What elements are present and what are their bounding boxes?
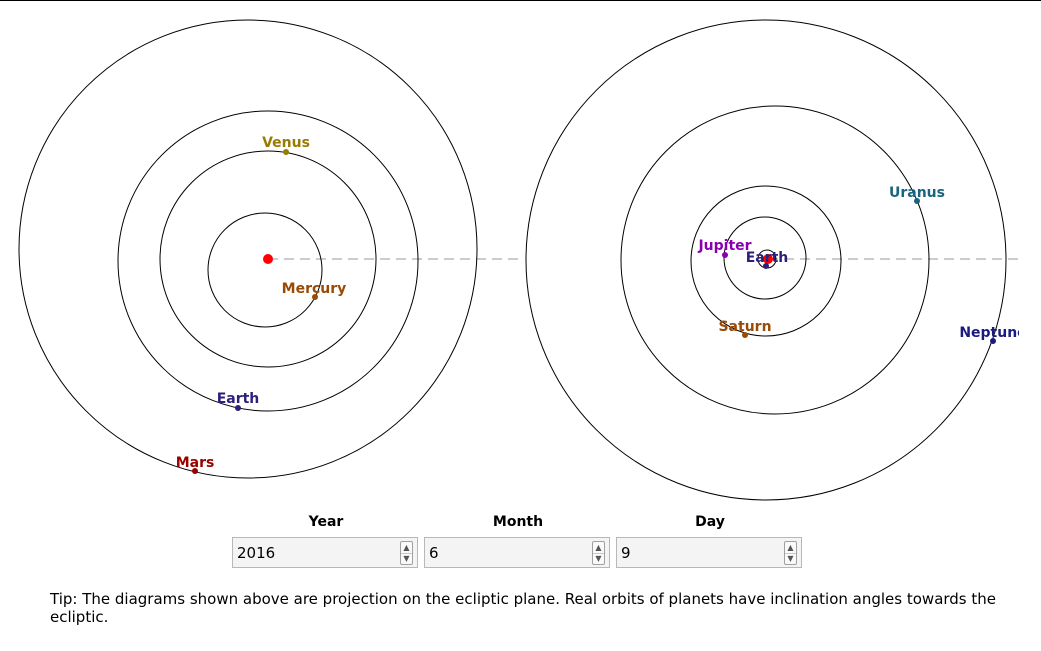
earth-orbit <box>117 110 419 412</box>
venus-label: Venus <box>262 135 310 151</box>
earth-marker-outer: Earth <box>746 250 789 269</box>
earth-label-outer: Earth <box>746 250 789 266</box>
venus-orbit <box>159 150 377 368</box>
uranus-marker: Uranus <box>889 185 945 204</box>
year-decrement-icon[interactable]: ▼ <box>403 554 410 563</box>
mars-marker: Mars <box>176 455 215 474</box>
inner-planets-diagram: Venus Mercury Earth Mars <box>18 19 520 479</box>
earth-label: Earth <box>217 391 260 407</box>
year-label: Year <box>308 514 344 530</box>
jupiter-marker: Jupiter <box>697 238 752 258</box>
neptune-orbit <box>525 19 1007 501</box>
mercury-label: Mercury <box>282 281 347 297</box>
saturn-label: Saturn <box>718 319 771 335</box>
year-spinbox[interactable]: 2016 ▲ ▼ <box>232 537 418 568</box>
month-stepper[interactable]: ▲ ▼ <box>592 541 605 565</box>
mercury-orbit <box>207 212 323 328</box>
mars-label: Mars <box>176 455 215 471</box>
year-increment-icon[interactable]: ▲ <box>401 542 412 554</box>
saturn-marker: Saturn <box>718 319 772 338</box>
month-decrement-icon[interactable]: ▼ <box>595 554 602 563</box>
month-value[interactable]: 6 <box>429 544 439 562</box>
month-increment-icon[interactable]: ▲ <box>593 542 604 554</box>
uranus-orbit <box>620 105 930 415</box>
orbit-diagrams: Venus Mercury Earth Mars Uranus Jupiter <box>18 19 1026 501</box>
top-border-line <box>0 0 1041 1</box>
outer-planets-diagram: Uranus Jupiter Earth Saturn Neptune <box>525 19 1026 501</box>
month-spinbox[interactable]: 6 ▲ ▼ <box>424 537 610 568</box>
earth-marker: Earth <box>217 391 260 411</box>
tip-text: Tip: The diagrams shown above are projec… <box>50 590 997 626</box>
neptune-label: Neptune <box>959 325 1026 341</box>
sun-marker-outer <box>763 254 773 264</box>
day-stepper[interactable]: ▲ ▼ <box>784 541 797 565</box>
day-increment-icon[interactable]: ▲ <box>785 542 796 554</box>
neptune-marker: Neptune <box>959 325 1026 344</box>
day-decrement-icon[interactable]: ▼ <box>787 554 794 563</box>
jupiter-orbit <box>723 216 807 300</box>
day-label: Day <box>695 514 725 530</box>
mercury-marker: Mercury <box>282 281 347 300</box>
day-value[interactable]: 9 <box>621 544 631 562</box>
year-stepper[interactable]: ▲ ▼ <box>400 541 413 565</box>
mars-orbit <box>18 19 478 479</box>
uranus-label: Uranus <box>889 185 945 201</box>
venus-marker: Venus <box>262 135 310 155</box>
sun-marker <box>263 254 273 264</box>
jupiter-label: Jupiter <box>697 238 751 254</box>
year-value[interactable]: 2016 <box>237 544 276 562</box>
day-spinbox[interactable]: 9 ▲ ▼ <box>616 537 802 568</box>
saturn-orbit <box>690 185 842 337</box>
month-label: Month <box>492 514 544 530</box>
